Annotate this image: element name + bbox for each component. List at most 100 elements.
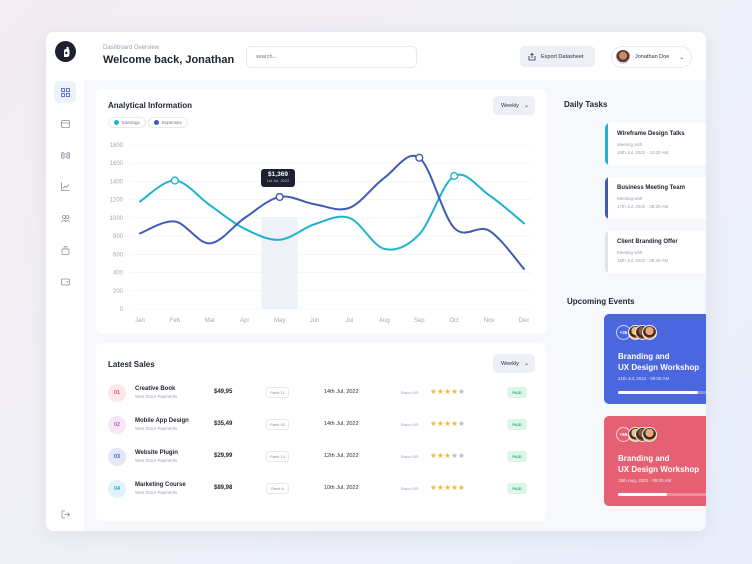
status-badge: PAID	[507, 387, 527, 398]
sale-price: $89,98	[214, 485, 233, 491]
chevron-down-icon: ⌄	[679, 54, 685, 61]
expenses-dot	[154, 120, 159, 125]
export-label: Export Datasheet	[541, 53, 584, 60]
star-icon: ★	[451, 387, 459, 396]
sale-rating-text: Rated 4/5	[401, 390, 419, 395]
y-tick-label: 0	[120, 307, 124, 313]
task-card[interactable]: Wireframe Design Talks Meeting with 15th J…	[605, 123, 706, 165]
sales-period-select[interactable]: Weekly ⌄	[493, 354, 535, 373]
nav-wallet[interactable]	[54, 270, 76, 292]
sale-price: $35,49	[214, 421, 233, 427]
sale-channel: Web Store Payments	[135, 426, 178, 431]
avatar	[616, 50, 630, 64]
legend-expenses[interactable]: Expenses	[148, 117, 188, 128]
sales-row[interactable]: 04 Marketing Course Web Store Payments $89,…	[108, 478, 527, 500]
data-point-marker	[415, 153, 424, 162]
users-icon	[60, 214, 70, 222]
app-logo[interactable]	[55, 41, 76, 62]
task-card[interactable]: Business Meeting Team Meeting with 17th Ju…	[605, 177, 706, 219]
star-icon: ★	[444, 419, 452, 428]
y-tick-label: 1200	[110, 198, 124, 204]
x-tick-label: Aug	[379, 318, 390, 324]
sale-product-name: Website Plugin	[135, 450, 178, 456]
search-input[interactable]	[246, 46, 417, 68]
task-subtitle: Meeting with	[617, 142, 643, 147]
nav-analytics[interactable]	[54, 175, 76, 197]
event-title: Branding and UX Design Workshop	[618, 454, 700, 474]
y-tick-label: 1000	[110, 216, 124, 222]
task-color-bar	[605, 123, 608, 165]
x-tick-label: Jul	[346, 318, 354, 324]
event-progress-bar	[618, 391, 706, 394]
command-icon	[60, 151, 70, 159]
task-card[interactable]: Client Branding Offer Meeting with 15th Ju…	[605, 231, 706, 273]
sale-date: 10th Jul, 2022	[324, 485, 359, 491]
nav-dashboard[interactable]	[54, 81, 76, 103]
y-tick-label: 200	[113, 289, 124, 295]
sale-price: $49,95	[214, 389, 233, 395]
nav-logout[interactable]	[54, 503, 76, 525]
event-date: 21th Jul, 2022 - 09:00 AM	[618, 376, 670, 381]
sale-date: 14th Jul, 2022	[324, 421, 359, 427]
analytics-title: Analytical Information	[108, 101, 193, 110]
nav-command[interactable]	[54, 144, 76, 166]
sale-number: 03	[108, 448, 126, 466]
user-menu[interactable]: Jonathan Doe ⌄	[611, 46, 692, 68]
top-bar: Dashboard Overview Welcome back, Jonatha…	[84, 32, 706, 80]
star-icon: ★	[437, 419, 445, 428]
x-tick-label: Sep	[414, 318, 425, 324]
page-subtitle: Dashboard Overview	[103, 45, 160, 51]
x-tick-label: Oct	[450, 318, 460, 324]
nav-shop[interactable]	[54, 239, 76, 261]
page-title: Welcome back, Jonathan	[103, 54, 235, 66]
x-tick-label: Apr	[240, 318, 249, 324]
star-icon: ★	[451, 451, 459, 460]
event-date: 15th Aug, 2022 - 09:00 AM	[618, 478, 672, 483]
legend-expenses-label: Expenses	[162, 120, 182, 125]
event-progress-fill	[618, 391, 699, 394]
data-point-marker	[450, 171, 459, 181]
shopping-bag-icon	[61, 245, 69, 255]
sale-rating-stars: ★★★★★	[430, 419, 465, 428]
sidebar	[46, 32, 84, 531]
x-tick-label: Feb	[170, 318, 181, 324]
task-color-bar	[605, 177, 608, 219]
sale-rank-badge: Rank 6	[266, 483, 289, 494]
sales-row[interactable]: 01 Creative Book Web Store Payments $49,95 R…	[108, 382, 527, 404]
chevron-down-icon: ⌄	[523, 103, 529, 109]
events-title: Upcoming Events	[567, 297, 635, 306]
y-tick-label: 400	[113, 271, 124, 277]
task-color-bar	[605, 231, 608, 273]
x-tick-label: Jun	[310, 318, 320, 324]
nav-calendar[interactable]	[54, 112, 76, 134]
line-chart-icon	[60, 182, 69, 191]
dashboard-window: Dashboard Overview Welcome back, Jonatha…	[46, 32, 706, 531]
x-tick-label: Dec	[519, 318, 530, 324]
legend-earnings-label: Earnings	[122, 120, 140, 125]
analytics-period-select[interactable]: Weekly ⌄	[493, 96, 535, 115]
star-icon: ★	[444, 387, 452, 396]
nav-team[interactable]	[54, 207, 76, 229]
star-icon: ★	[444, 451, 452, 460]
y-tick-label: 600	[113, 252, 124, 258]
sales-row[interactable]: 03 Website Plugin Web Store Payments $29,99…	[108, 446, 527, 468]
sale-channel: Web Store Payments	[135, 490, 178, 495]
analytics-period-label: Weekly	[501, 102, 519, 109]
legend-earnings[interactable]: Earnings	[108, 117, 146, 128]
star-icon: ★	[444, 483, 452, 492]
wallet-icon	[60, 278, 70, 285]
x-tick-label: Jan	[135, 318, 145, 324]
chart-tooltip: $1,369 1st Jul, 2022	[261, 169, 295, 187]
task-title: Client Branding Offer	[617, 239, 678, 245]
export-datasheet-button[interactable]: Export Datasheet	[520, 46, 595, 67]
sale-number: 02	[108, 416, 126, 434]
sale-date: 12th Jul, 2022	[324, 453, 359, 459]
sale-channel: Web Store Payments	[135, 394, 178, 399]
event-progress-bar	[618, 493, 706, 496]
star-icon: ★	[458, 419, 466, 428]
status-badge: PAID	[507, 419, 527, 430]
sales-row[interactable]: 02 Mobile App Design Web Store Payments $35…	[108, 414, 527, 436]
event-title: Branding and UX Design Workshop	[618, 352, 700, 372]
